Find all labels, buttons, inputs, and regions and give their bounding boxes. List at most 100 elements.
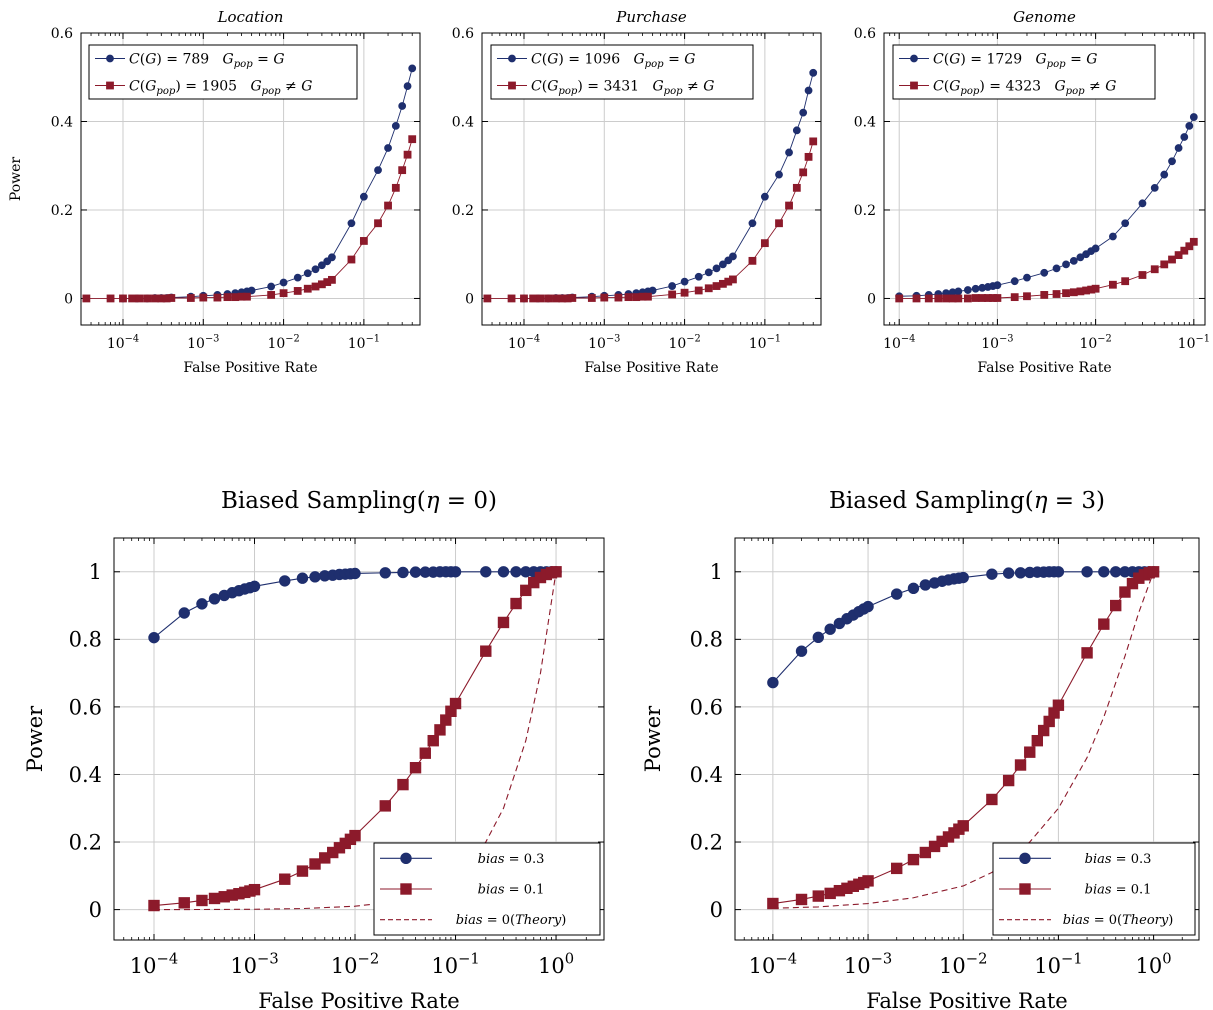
x-tick-label: 10−2	[267, 334, 299, 352]
data-point	[761, 240, 768, 247]
data-point	[1139, 272, 1146, 279]
data-point	[896, 295, 903, 302]
data-point	[813, 891, 823, 901]
data-point	[800, 109, 807, 116]
data-point	[669, 291, 676, 298]
data-point	[681, 289, 688, 296]
data-point	[1190, 238, 1197, 245]
data-point	[633, 294, 640, 301]
y-tick-label: 0	[64, 291, 73, 307]
data-point	[360, 193, 367, 200]
data-point	[601, 294, 608, 301]
x-tick-label: 10−2	[668, 334, 700, 352]
y-tick-label: 0.4	[854, 114, 876, 130]
x-tick-label: 10−2	[331, 951, 379, 978]
y-axis-label: Power	[641, 705, 665, 772]
data-point	[615, 294, 622, 301]
data-point	[481, 567, 491, 577]
y-tick-label: 0.4	[452, 114, 474, 130]
x-axis-label: False Positive Rate	[977, 360, 1111, 376]
data-point	[268, 292, 275, 299]
legend: bias = 0.3bias = 0.1bias = 0(Theory)	[993, 843, 1195, 935]
data-point	[800, 169, 807, 176]
data-point	[913, 295, 920, 302]
data-point	[280, 290, 287, 297]
data-point	[1151, 266, 1158, 273]
legend-marker	[1020, 884, 1030, 894]
data-point	[768, 898, 778, 908]
data-point	[1110, 233, 1117, 240]
data-point	[511, 598, 521, 608]
data-point	[249, 884, 259, 894]
data-point	[1041, 269, 1048, 276]
data-point	[749, 220, 756, 227]
data-point	[1161, 261, 1168, 268]
data-point	[730, 253, 737, 260]
data-point	[955, 295, 962, 302]
data-point	[399, 103, 406, 110]
x-axis-label: False Positive Rate	[584, 360, 718, 376]
x-axis-label: False Positive Rate	[183, 360, 317, 376]
chart-title: Biased Sampling(η = 3)	[829, 488, 1105, 514]
data-point	[908, 854, 918, 864]
legend-marker	[107, 82, 114, 89]
data-point	[958, 821, 968, 831]
data-point	[645, 293, 652, 300]
data-point	[530, 295, 537, 302]
data-point	[1092, 245, 1099, 252]
data-point	[1122, 220, 1129, 227]
data-point	[280, 874, 290, 884]
data-point	[350, 830, 360, 840]
data-point	[179, 898, 189, 908]
data-point	[168, 295, 175, 302]
data-point	[1070, 289, 1077, 296]
data-point	[179, 608, 189, 618]
x-tick-label: 10−1	[749, 334, 781, 352]
data-point	[120, 295, 127, 302]
data-point	[410, 567, 420, 577]
x-axis-label: False Positive Rate	[866, 989, 1067, 1010]
data-point	[705, 285, 712, 292]
data-point	[152, 295, 159, 302]
legend-entry: bias = 0(Theory)	[1063, 913, 1174, 928]
data-point	[197, 599, 207, 609]
data-point	[392, 184, 399, 191]
y-tick-label: 0.6	[69, 695, 102, 719]
data-point	[398, 567, 408, 577]
y-tick-label: 1	[89, 560, 102, 584]
data-point	[955, 288, 962, 295]
data-point	[776, 171, 783, 178]
data-point	[569, 295, 576, 302]
y-tick-label: 0.6	[51, 26, 73, 42]
data-point	[1053, 291, 1060, 298]
y-tick-label: 0.8	[69, 628, 102, 652]
data-point	[1070, 257, 1077, 264]
y-tick-label: 0	[89, 898, 102, 922]
data-point	[786, 202, 793, 209]
data-point	[1175, 145, 1182, 152]
chart-biased-sampling-eta-0: 10−4 10−3 10−2 10−1 100 0 0.2 0.4 0.6 0.8 1 Biased …	[23, 488, 604, 1010]
data-point	[297, 573, 307, 583]
chart-genome: 10−4 10−3 10−2 10−100.20.40.6GenomeFalse Po…	[854, 8, 1210, 376]
data-point	[987, 569, 997, 579]
chart-title: Biased Sampling(η = 0)	[221, 488, 497, 514]
x-tick-label: 10−4	[883, 334, 915, 352]
data-point	[1003, 775, 1013, 785]
data-point	[786, 149, 793, 156]
data-point	[1111, 600, 1121, 610]
x-axis-label: False Positive Rate	[258, 989, 459, 1010]
data-point	[1053, 567, 1063, 577]
y-tick-label: 0	[465, 291, 474, 307]
data-point	[825, 624, 835, 634]
data-point	[625, 294, 632, 301]
y-tick-label: 0.6	[854, 26, 876, 42]
legend-entry: C(G) = 789 Gpop​ = G	[129, 51, 285, 70]
data-point	[1169, 256, 1176, 263]
x-tick-label: 10−1	[348, 334, 380, 352]
data-point	[107, 295, 114, 302]
data-point	[796, 894, 806, 904]
y-tick-label: 0.2	[452, 203, 474, 219]
data-point	[197, 895, 207, 905]
data-point	[484, 295, 491, 302]
data-point	[83, 295, 90, 302]
